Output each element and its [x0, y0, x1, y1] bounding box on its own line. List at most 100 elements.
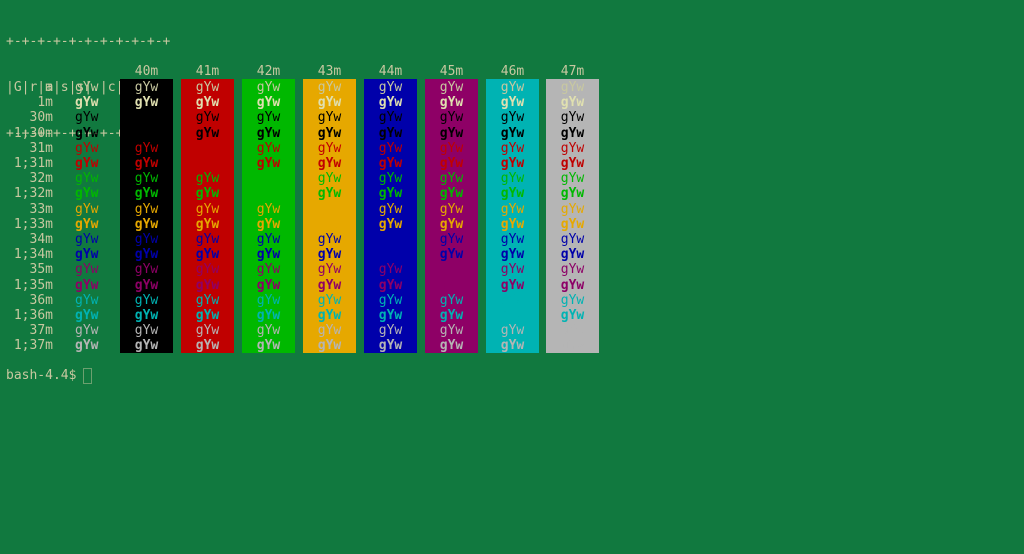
bg-header: 45m	[439, 64, 464, 79]
sample-cell: gYw	[378, 125, 403, 141]
sample-cell: gYw	[500, 186, 525, 202]
sample-cell: gYw	[500, 171, 525, 187]
sample-default-bg: gYw	[75, 232, 99, 247]
sample-cell: gYw	[134, 308, 159, 323]
sample-cell: gYw	[134, 171, 159, 187]
sample-cell: gYw	[195, 216, 220, 232]
sample-cell: gYw	[317, 201, 342, 217]
sample-cell: gYw	[256, 323, 281, 339]
sample-default-bg: gYw	[75, 338, 99, 354]
sample-cell: gYw	[317, 186, 342, 202]
bg-color-column	[303, 79, 356, 353]
sample-cell: gYw	[195, 201, 220, 217]
sample-cell: gYw	[256, 125, 281, 141]
sample-default-bg: gYw	[75, 247, 99, 263]
attr-label: 32m	[29, 171, 53, 187]
sample-default-bg: gYw	[75, 262, 99, 278]
sample-cell: gYw	[195, 232, 220, 247]
sample-cell: gYw	[560, 308, 585, 323]
sample-cell: gYw	[439, 201, 464, 217]
sample-cell: gYw	[560, 247, 585, 263]
sample-cell: gYw	[500, 247, 525, 263]
sample-default-bg: gYw	[75, 201, 99, 217]
attr-label: 36m	[29, 292, 53, 308]
sample-cell: gYw	[560, 201, 585, 217]
attr-label: 1;31m	[13, 156, 53, 171]
sample-cell: gYw	[256, 292, 281, 308]
sample-default-bg: gYw	[75, 308, 99, 323]
sample-cell: gYw	[134, 277, 159, 293]
sample-cell: gYw	[500, 80, 525, 95]
sample-default-bg: gYw	[75, 323, 99, 339]
sample-cell: gYw	[317, 140, 342, 156]
sample-cell: gYw	[439, 140, 464, 156]
sample-cell: gYw	[195, 338, 220, 354]
sample-cell: gYw	[500, 216, 525, 232]
sample-cell: gYw	[256, 277, 281, 293]
sample-cell: gYw	[317, 262, 342, 278]
sample-cell: gYw	[500, 277, 525, 293]
sample-cell: gYw	[195, 95, 220, 111]
sample-cell: gYw	[256, 171, 281, 187]
sample-cell: gYw	[256, 140, 281, 156]
sample-cell: gYw	[134, 216, 159, 232]
attr-label: 34m	[29, 232, 53, 247]
sample-cell: gYw	[560, 156, 585, 171]
bg-header: 47m	[560, 64, 585, 79]
sample-cell: gYw	[378, 247, 403, 263]
sample-cell: gYw	[256, 95, 281, 111]
sample-cell: gYw	[134, 125, 159, 141]
sample-cell: gYw	[378, 171, 403, 187]
sample-default-bg: gYw	[75, 125, 99, 141]
sample-cell: gYw	[439, 292, 464, 308]
sample-cell: gYw	[317, 216, 342, 232]
sample-cell: gYw	[560, 171, 585, 187]
sample-cell: gYw	[378, 338, 403, 354]
sample-cell: gYw	[195, 262, 220, 278]
sample-cell: gYw	[560, 125, 585, 141]
shell-prompt: bash-4.4$	[6, 368, 77, 383]
sample-cell: gYw	[500, 140, 525, 156]
sample-cell: gYw	[439, 171, 464, 187]
sample-cell: gYw	[500, 201, 525, 217]
sample-cell: gYw	[195, 110, 220, 126]
sample-cell: gYw	[134, 140, 159, 156]
sample-cell: gYw	[439, 247, 464, 263]
sample-cell: gYw	[560, 95, 585, 111]
sample-default-bg: gYw	[75, 216, 99, 232]
sample-cell: gYw	[317, 110, 342, 126]
sample-cell: gYw	[500, 156, 525, 171]
sample-cell: gYw	[195, 140, 220, 156]
sample-default-bg: gYw	[75, 80, 99, 95]
sample-cell: gYw	[500, 323, 525, 339]
sample-cell: gYw	[134, 201, 159, 217]
sample-cell: gYw	[439, 338, 464, 354]
sample-cell: gYw	[317, 323, 342, 339]
sample-cell: gYw	[195, 125, 220, 141]
sample-cell: gYw	[439, 277, 464, 293]
sample-cell: gYw	[378, 140, 403, 156]
bg-color-column	[486, 79, 539, 353]
sample-cell: gYw	[560, 232, 585, 247]
sample-cell: gYw	[500, 308, 525, 323]
attr-label: m	[45, 80, 53, 95]
bg-header: 42m	[256, 64, 281, 79]
sample-cell: gYw	[134, 156, 159, 171]
attr-label: 1;37m	[13, 338, 53, 354]
sample-cell: gYw	[256, 247, 281, 263]
bg-color-column	[364, 79, 417, 353]
banner-line: +-+-+-+-+-+-+-+-+-+-+	[6, 34, 171, 50]
bg-header: 43m	[317, 64, 342, 79]
attr-label: 30m	[29, 110, 53, 126]
bg-color-column	[181, 79, 234, 353]
sample-default-bg: gYw	[75, 186, 99, 202]
sample-cell: gYw	[560, 186, 585, 202]
sample-cell: gYw	[317, 95, 342, 111]
sample-cell: gYw	[560, 277, 585, 293]
text-cursor[interactable]	[83, 368, 92, 384]
bg-color-column	[546, 79, 599, 353]
sample-cell: gYw	[195, 171, 220, 187]
sample-cell: gYw	[560, 216, 585, 232]
sample-default-bg: gYw	[75, 292, 99, 308]
sample-cell: gYw	[439, 125, 464, 141]
